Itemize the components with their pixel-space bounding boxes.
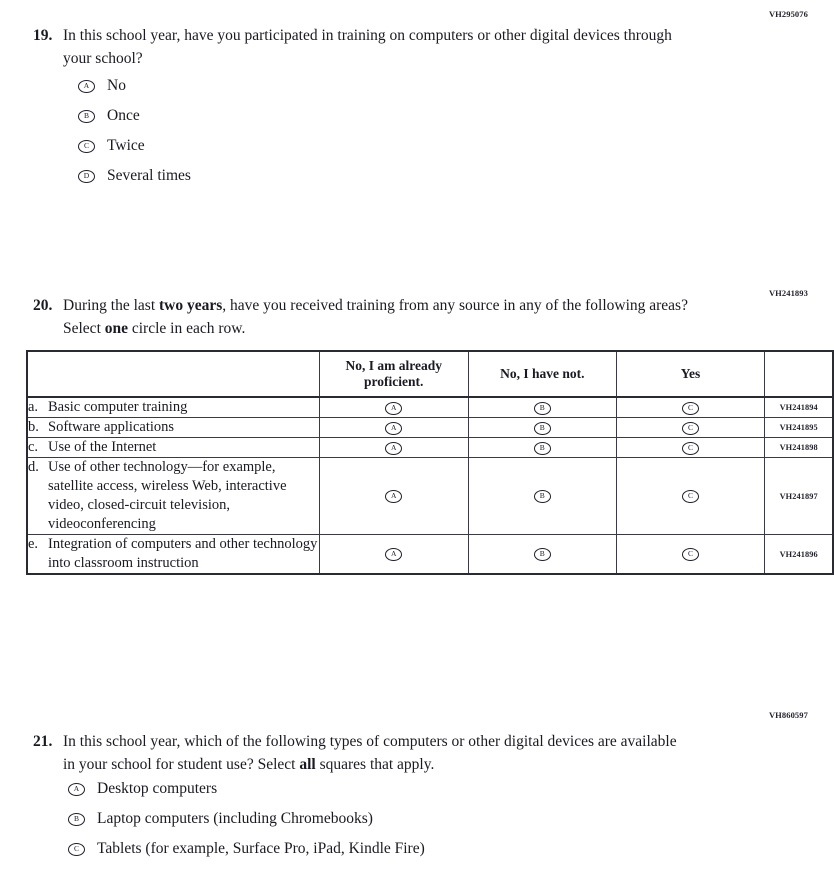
option-q21-b[interactable]: B Laptop computers (including Chromebook… bbox=[68, 808, 425, 838]
matrix-row-e-text: Integration of computers and other techn… bbox=[48, 536, 318, 571]
option-q21-c-label: Tablets (for example, Surface Pro, iPad,… bbox=[97, 840, 425, 857]
matrix-row-b-text: Software applications bbox=[48, 419, 175, 435]
option-q19-a[interactable]: A No bbox=[78, 75, 191, 105]
matrix-row-c-stem: c. Use of the Internet bbox=[26, 437, 320, 458]
bubble-d-icon[interactable]: D bbox=[78, 170, 95, 183]
matrix-row-b-stem: b. Software applications bbox=[26, 417, 320, 438]
question-21-options[interactable]: A Desktop computers B Laptop computers (… bbox=[68, 778, 425, 868]
bubble-a-icon[interactable]: A bbox=[385, 421, 403, 435]
bubble-b-icon[interactable]: B bbox=[78, 110, 95, 123]
matrix-body: a. Basic computer training A B C VH24189… bbox=[26, 396, 834, 575]
question-21-number: 21. bbox=[33, 733, 53, 750]
bubble-a-icon[interactable]: A bbox=[68, 783, 85, 796]
table-row: e. Integration of computers and other te… bbox=[26, 534, 834, 575]
bubble-b-icon[interactable]: B bbox=[533, 421, 551, 435]
option-q19-a-label: No bbox=[107, 77, 126, 94]
option-q21-c[interactable]: C Tablets (for example, Surface Pro, iPa… bbox=[68, 838, 425, 868]
matrix-row-c-text: Use of the Internet bbox=[48, 439, 157, 455]
matrix-row-a-text: Basic computer training bbox=[48, 399, 188, 415]
bubble-a-icon[interactable]: A bbox=[385, 490, 403, 503]
matrix-row-a-stem: a. Basic computer training bbox=[26, 396, 320, 418]
option-q19-b-label: Once bbox=[107, 107, 140, 124]
matrix-header-row: No, I am already proficient. No, I have … bbox=[26, 350, 834, 398]
matrix-row-d-text: Use of other technology—for example, sat… bbox=[48, 459, 287, 532]
bubble-a-icon[interactable]: A bbox=[78, 80, 95, 93]
bubble-c-icon[interactable]: C bbox=[682, 421, 699, 435]
matrix-row-e-option-b[interactable]: B bbox=[467, 534, 617, 575]
matrix-row-a-letter: a. bbox=[28, 399, 39, 415]
matrix-row-e-option-c[interactable]: C bbox=[615, 534, 766, 575]
bubble-a-icon[interactable]: A bbox=[385, 441, 403, 455]
bubble-b-icon[interactable]: B bbox=[533, 441, 551, 455]
option-q19-c[interactable]: C Twice bbox=[78, 135, 191, 165]
question-19-options[interactable]: A No B Once C Twice D Several times bbox=[78, 75, 191, 195]
bubble-b-icon[interactable]: B bbox=[533, 548, 551, 561]
option-q19-d-label: Several times bbox=[107, 167, 191, 184]
bubble-b-icon[interactable]: B bbox=[533, 401, 551, 415]
option-q19-b[interactable]: B Once bbox=[78, 105, 191, 135]
bubble-a-icon[interactable]: A bbox=[385, 401, 403, 415]
question-21: 21. In this school year, which of the fo… bbox=[33, 731, 678, 776]
response-matrix-table: No, I am already proficient. No, I have … bbox=[26, 350, 834, 575]
table-row: c. Use of the Internet A B C VH241898 bbox=[26, 437, 834, 458]
question-19-number: 19. bbox=[33, 27, 53, 44]
matrix-row-e-code: VH241896 bbox=[764, 534, 834, 575]
matrix-row-c-option-b[interactable]: B bbox=[467, 437, 617, 458]
matrix-row-b-option-a[interactable]: A bbox=[318, 417, 469, 438]
option-q21-a-label: Desktop computers bbox=[97, 780, 218, 797]
matrix-row-c-option-c[interactable]: C bbox=[615, 437, 766, 458]
matrix-row-d-letter: d. bbox=[28, 459, 39, 475]
bubble-c-icon[interactable]: C bbox=[78, 140, 95, 153]
bubble-b-icon[interactable]: B bbox=[533, 490, 551, 503]
option-q21-a[interactable]: A Desktop computers bbox=[68, 778, 425, 808]
bubble-a-icon[interactable]: A bbox=[385, 548, 403, 561]
bubble-c-icon[interactable]: C bbox=[682, 441, 699, 455]
matrix-row-d-option-a[interactable]: A bbox=[318, 457, 469, 535]
matrix-row-a-option-c[interactable]: C bbox=[615, 396, 766, 418]
matrix-header-code bbox=[764, 350, 834, 398]
matrix-row-d-code: VH241897 bbox=[764, 457, 834, 535]
matrix-header-already-proficient: No, I am already proficient. bbox=[318, 350, 469, 398]
table-row: a. Basic computer training A B C VH24189… bbox=[26, 396, 834, 418]
matrix-header-stem bbox=[26, 350, 320, 398]
matrix-row-b-option-b[interactable]: B bbox=[467, 417, 617, 438]
table-row: b. Software applications A B C VH241895 bbox=[26, 417, 834, 438]
matrix-row-a-option-a[interactable]: A bbox=[318, 396, 469, 418]
question-20-text: During the last two years, have you rece… bbox=[63, 297, 688, 337]
bubble-c-icon[interactable]: C bbox=[682, 548, 699, 561]
matrix-row-d-option-c[interactable]: C bbox=[615, 457, 766, 535]
matrix-row-c-code: VH241898 bbox=[764, 437, 834, 458]
bubble-c-icon[interactable]: C bbox=[68, 843, 85, 856]
matrix-row-a-option-b[interactable]: B bbox=[467, 396, 617, 418]
matrix-row-a-code: VH241894 bbox=[764, 396, 834, 418]
question-20: 20. During the last two years, have you … bbox=[33, 295, 701, 340]
matrix-row-e-option-a[interactable]: A bbox=[318, 534, 469, 575]
bubble-b-icon[interactable]: B bbox=[68, 813, 85, 826]
option-q19-c-label: Twice bbox=[107, 137, 145, 154]
matrix-row-b-letter: b. bbox=[28, 419, 39, 435]
matrix-header-yes: Yes bbox=[615, 350, 766, 398]
matrix-row-d-option-b[interactable]: B bbox=[467, 457, 617, 535]
matrix-row-e-stem: e. Integration of computers and other te… bbox=[26, 534, 320, 575]
question-21-text: In this school year, which of the follow… bbox=[63, 733, 677, 773]
question-19-text: In this school year, have you participat… bbox=[63, 27, 672, 67]
matrix-row-d-stem: d. Use of other technology—for example, … bbox=[26, 457, 320, 535]
item-code-q19: VH295076 bbox=[768, 9, 808, 19]
matrix-row-b-option-c[interactable]: C bbox=[615, 417, 766, 438]
question-20-number: 20. bbox=[33, 297, 53, 314]
matrix-header-have-not: No, I have not. bbox=[467, 350, 617, 398]
bubble-c-icon[interactable]: C bbox=[682, 401, 699, 415]
matrix-row-b-code: VH241895 bbox=[764, 417, 834, 438]
option-q19-d[interactable]: D Several times bbox=[78, 165, 191, 195]
matrix-row-e-letter: e. bbox=[28, 536, 39, 552]
matrix-row-c-letter: c. bbox=[28, 439, 39, 455]
question-19: 19. In this school year, have you partic… bbox=[33, 25, 693, 70]
option-q21-b-label: Laptop computers (including Chromebooks) bbox=[97, 810, 373, 827]
item-code-q20: VH241893 bbox=[768, 288, 808, 298]
matrix-row-c-option-a[interactable]: A bbox=[318, 437, 469, 458]
bubble-c-icon[interactable]: C bbox=[682, 490, 699, 503]
table-row: d. Use of other technology—for example, … bbox=[26, 457, 834, 535]
item-code-q21: VH860597 bbox=[768, 710, 808, 720]
